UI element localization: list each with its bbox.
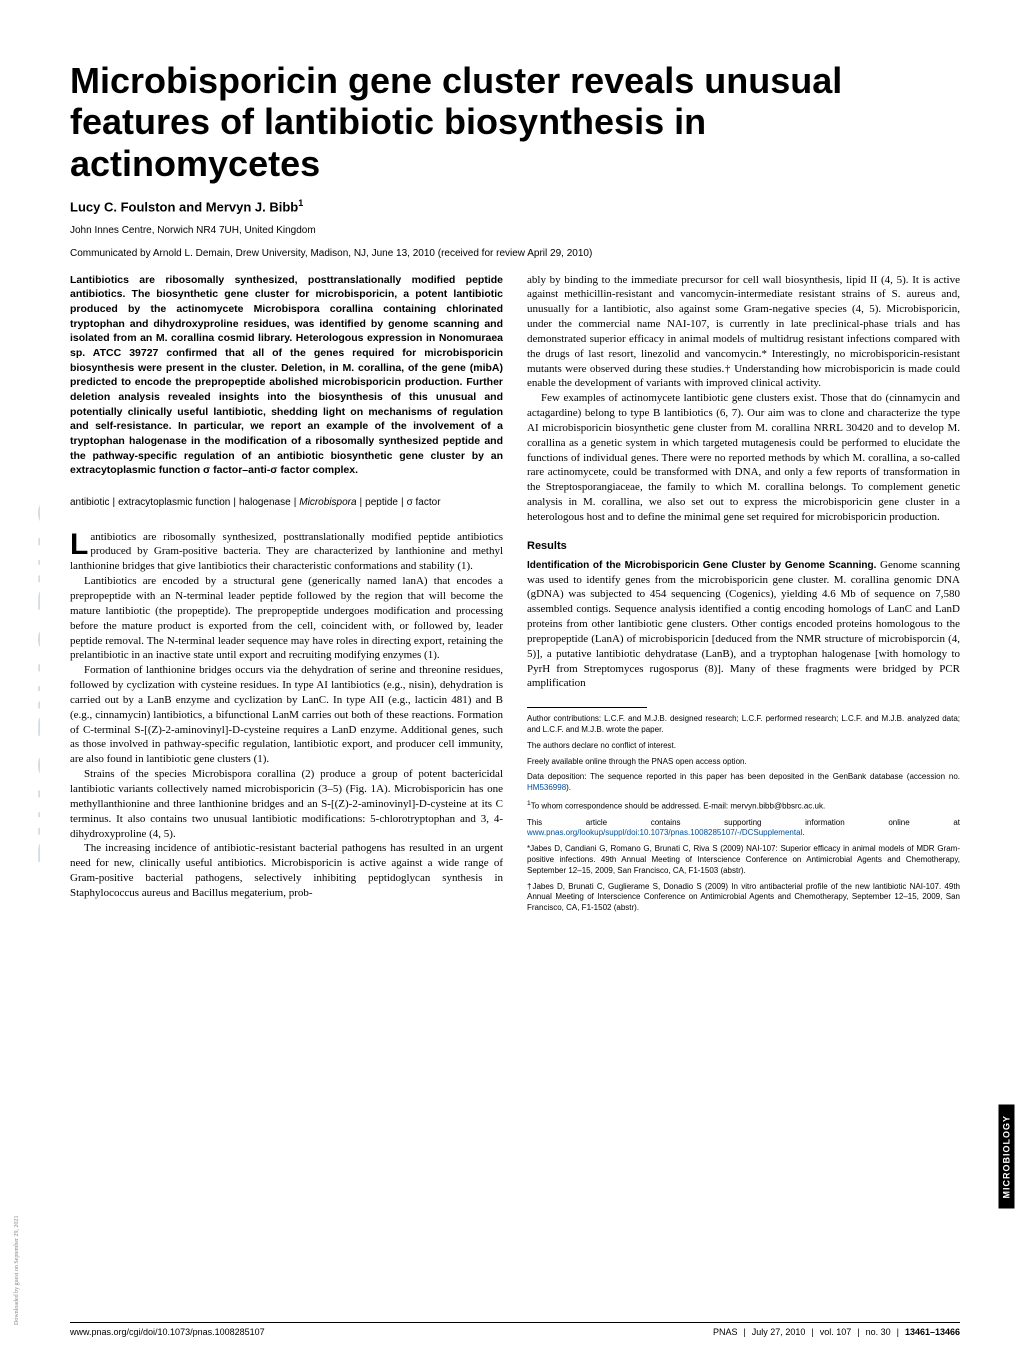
body-paragraph: Lantibiotics are encoded by a structural…: [70, 574, 503, 663]
footnote-open-access: Freely available online through the PNAS…: [527, 757, 960, 768]
footnote-dagger: †Jabes D, Brunati C, Guglierame S, Donad…: [527, 882, 960, 914]
body-paragraph: Formation of lanthionine bridges occurs …: [70, 663, 503, 767]
footnote-text: Data deposition: The sequence reported i…: [527, 772, 960, 781]
paragraph-text: antibiotics are ribosomally synthesized,…: [70, 531, 503, 573]
body-paragraph: Strains of the species Microbispora cora…: [70, 767, 503, 841]
keyword: halogenase: [239, 497, 291, 508]
footnote-text: To whom correspondence should be address…: [531, 802, 826, 811]
right-column: ably by binding to the immediate precurs…: [527, 273, 960, 919]
body-paragraph: ably by binding to the immediate precurs…: [527, 273, 960, 392]
footnote-text: ).: [566, 783, 571, 792]
footnote-data-deposition: Data deposition: The sequence reported i…: [527, 772, 960, 794]
footnote-text: This article contains supporting informa…: [527, 818, 960, 827]
download-note: Downloaded by guest on September 29, 202…: [14, 1216, 20, 1325]
footer-journal: PNAS: [713, 1327, 738, 1337]
footnote-text: .: [802, 828, 804, 837]
footer-date: July 27, 2010: [752, 1327, 806, 1337]
section-label-microbiology: MICROBIOLOGY: [998, 1105, 1014, 1209]
page-content: Microbisporicin gene cluster reveals unu…: [0, 0, 1020, 949]
keyword: σ factor: [407, 497, 441, 508]
body-paragraph: Identification of the Microbisporicin Ge…: [527, 558, 960, 692]
footnote-star: *Jabes D, Candiani G, Romano G, Brunati …: [527, 844, 960, 876]
abstract: Lantibiotics are ribosomally synthesized…: [70, 273, 503, 479]
footer-citation: PNAS|July 27, 2010|vol. 107|no. 30|13461…: [713, 1327, 960, 1337]
results-heading: Results: [527, 539, 960, 554]
keyword: antibiotic: [70, 497, 109, 508]
affiliation: John Innes Centre, Norwich NR4 7UH, Unit…: [70, 225, 960, 236]
keyword: extracytoplasmic function: [118, 497, 230, 508]
body-paragraph: Lantibiotics are ribosomally synthesized…: [70, 530, 503, 575]
paragraph-text: Genome scanning was used to identify gen…: [527, 559, 960, 690]
article-title: Microbisporicin gene cluster reveals unu…: [70, 60, 960, 184]
keyword: Microbispora: [299, 497, 356, 508]
footnote-rule: [527, 707, 647, 708]
page-footer: www.pnas.org/cgi/doi/10.1073/pnas.100828…: [70, 1322, 960, 1337]
author-superscript: 1: [298, 198, 303, 208]
footer-volume: vol. 107: [820, 1327, 852, 1337]
subsection-heading: Identification of the Microbisporicin Ge…: [527, 560, 876, 571]
keywords-line: antibiotic|extracytoplasmic function|hal…: [70, 496, 503, 510]
pnas-watermark: PNAS PNAS PNAS: [0, 60, 40, 1365]
left-column: Lantibiotics are ribosomally synthesized…: [70, 273, 503, 919]
footer-pages: 13461–13466: [905, 1327, 960, 1337]
authors-line: Lucy C. Foulston and Mervyn J. Bibb1: [70, 198, 960, 214]
body-paragraph: Few examples of actinomycete lantibiotic…: [527, 391, 960, 525]
accession-link[interactable]: HM536998: [527, 783, 566, 792]
footnote-contributions: Author contributions: L.C.F. and M.J.B. …: [527, 714, 960, 736]
footer-doi: www.pnas.org/cgi/doi/10.1073/pnas.100828…: [70, 1327, 265, 1337]
body-paragraph: The increasing incidence of antibiotic-r…: [70, 841, 503, 900]
communicated-line: Communicated by Arnold L. Demain, Drew U…: [70, 248, 960, 259]
authors: Lucy C. Foulston and Mervyn J. Bibb: [70, 200, 298, 215]
footnote-supplemental: This article contains supporting informa…: [527, 818, 960, 840]
supplemental-link[interactable]: www.pnas.org/lookup/suppl/doi:10.1073/pn…: [527, 828, 802, 837]
footnote-conflict: The authors declare no conflict of inter…: [527, 741, 960, 752]
watermark-text: PNAS PNAS PNAS: [31, 499, 40, 865]
keyword: peptide: [365, 497, 398, 508]
dropcap: L: [70, 530, 90, 558]
footer-issue: no. 30: [866, 1327, 891, 1337]
two-column-layout: Lantibiotics are ribosomally synthesized…: [70, 273, 960, 919]
footnote-correspondence: 1To whom correspondence should be addres…: [527, 799, 960, 812]
